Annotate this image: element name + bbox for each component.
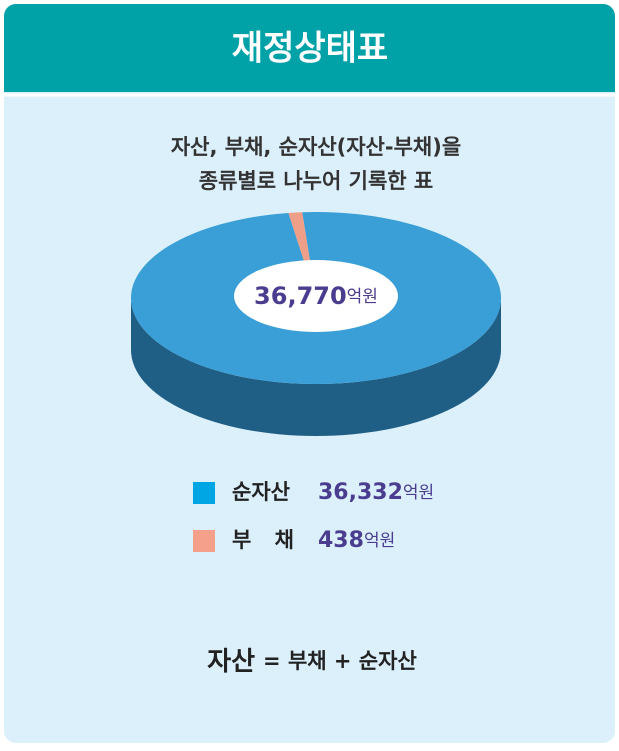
legend-value: 438억원 <box>318 528 395 553</box>
legend-value: 36,332억원 <box>318 480 434 505</box>
legend-label: 순자산 <box>232 480 290 504</box>
center-unit: 억원 <box>347 287 378 307</box>
formula: 자산 = 부채 + 순자산 <box>207 647 417 677</box>
center-value: 36,770 <box>254 282 347 310</box>
legend-label: 부 채 <box>232 528 302 552</box>
value-unit: 억원 <box>403 483 434 503</box>
subtitle: 종류별로 나누어 기록한 표 <box>199 169 433 193</box>
formula-rhs: = 부채 + 순자산 <box>263 649 417 673</box>
legend-swatch <box>193 530 215 552</box>
center-label: 36,770억원 <box>254 282 378 310</box>
center-badge <box>234 260 398 332</box>
subtitle: 자산, 부채, 순자산(자산-부채)을 <box>171 135 461 159</box>
value-label: 36,332 <box>318 480 403 505</box>
pie-side <box>131 298 501 436</box>
pie: 36,770억원 <box>130 212 501 436</box>
header <box>4 4 615 92</box>
title: 재정상태표 <box>232 29 388 69</box>
legend-swatch <box>193 482 215 504</box>
value-label: 438 <box>318 528 364 553</box>
value-unit: 억원 <box>364 531 395 551</box>
formula-lhs: 자산 <box>207 647 255 677</box>
